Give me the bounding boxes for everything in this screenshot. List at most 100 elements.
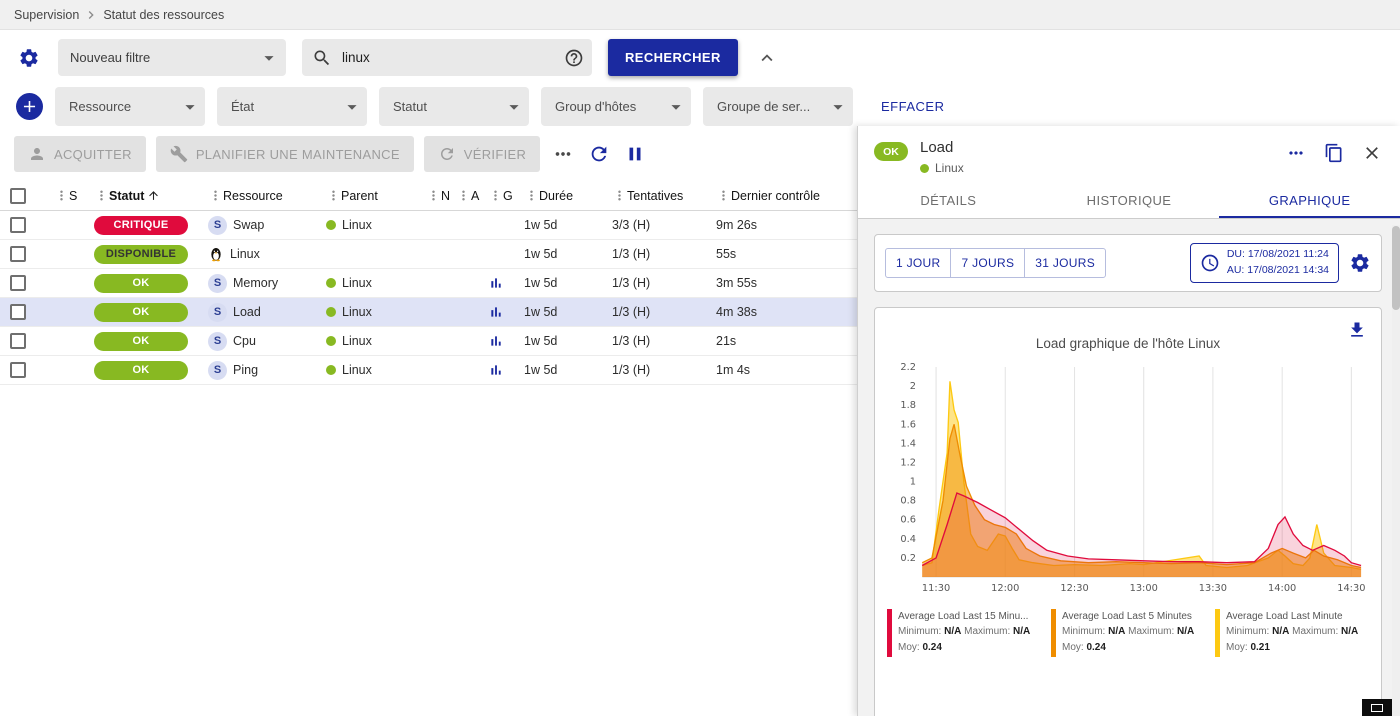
row-checkbox[interactable]	[10, 246, 26, 262]
column-header-n[interactable]: N	[426, 188, 456, 203]
search-button[interactable]: RECHERCHER	[608, 39, 738, 76]
resource-cell[interactable]: SCpu	[208, 332, 326, 351]
column-header-tentatives[interactable]: Tentatives	[612, 188, 716, 203]
parent-cell[interactable]: Linux	[326, 363, 426, 377]
parent-cell[interactable]: Linux	[326, 305, 426, 319]
row-checkbox[interactable]	[10, 304, 26, 320]
drag-handle-icon	[326, 188, 341, 203]
graph-settings-gear-icon[interactable]	[1349, 252, 1371, 274]
tab-d-tails[interactable]: DÉTAILS	[858, 183, 1039, 218]
filter-bar: Nouveau filtre RECHERCHER	[0, 30, 1400, 80]
svg-text:13:30: 13:30	[1199, 583, 1227, 594]
more-actions-button[interactable]	[550, 141, 576, 167]
close-icon[interactable]	[1362, 143, 1382, 163]
refresh-button[interactable]	[586, 141, 612, 167]
parent-status-dot	[326, 220, 336, 230]
tab-graphique[interactable]: GRAPHIQUE	[1219, 183, 1400, 218]
parent-cell[interactable]: Linux	[326, 276, 426, 290]
legend-item-average-load-last-5-minutes[interactable]: Average Load Last 5 MinutesMinimum: N/A …	[1051, 609, 1205, 657]
filter-criteria-ressource[interactable]: Ressource	[55, 87, 205, 126]
export-download-icon[interactable]	[1347, 320, 1367, 340]
column-header-dernier-contr-le[interactable]: Dernier contrôle	[716, 188, 857, 203]
svg-text:1: 1	[910, 476, 916, 487]
table-row[interactable]: OKSPingLinux1w 5d1/3 (H)1m 4s	[0, 356, 857, 385]
filter-criteria-tat[interactable]: État	[217, 87, 367, 126]
select-all-checkbox[interactable]	[10, 188, 26, 204]
legend-average: Moy: 0.21	[1226, 640, 1358, 656]
table-row[interactable]: OKSCpuLinux1w 5d1/3 (H)21s	[0, 327, 857, 356]
column-header-parent[interactable]: Parent	[326, 188, 426, 203]
table-row[interactable]: OKSMemoryLinux1w 5d1/3 (H)3m 55s	[0, 269, 857, 298]
legend-color-bar	[1051, 609, 1056, 657]
column-header-dur-e[interactable]: Durée	[524, 188, 612, 203]
svg-text:2.2: 2.2	[900, 362, 916, 373]
resource-cell[interactable]: SMemory	[208, 274, 326, 293]
parent-cell[interactable]: Linux	[326, 334, 426, 348]
graph-cell[interactable]	[488, 333, 524, 349]
column-header-s[interactable]: S	[54, 188, 94, 203]
service-chip: S	[208, 361, 227, 380]
add-criteria-button[interactable]	[16, 93, 43, 120]
load-chart[interactable]: 11:3012:0012:3013:0013:3014:0014:300.20.…	[885, 359, 1371, 603]
legend-item-average-load-last-minute[interactable]: Average Load Last MinuteMinimum: N/A Max…	[1215, 609, 1369, 657]
row-checkbox[interactable]	[10, 275, 26, 291]
saved-filter-select[interactable]: Nouveau filtre	[58, 39, 286, 76]
svg-text:0.4: 0.4	[900, 533, 916, 544]
panel-header: OK Load Linux	[858, 126, 1400, 183]
clear-filters-button[interactable]: EFFACER	[875, 98, 950, 115]
range-button-31-jours[interactable]: 31 JOURS	[1024, 248, 1106, 278]
svg-text:0.8: 0.8	[900, 495, 916, 506]
legend-item-average-load-last-15-minu[interactable]: Average Load Last 15 Minu...Minimum: N/A…	[887, 609, 1041, 657]
filter-criteria-groupe-de-ser[interactable]: Groupe de ser...	[703, 87, 853, 126]
copy-link-icon[interactable]	[1324, 143, 1344, 163]
parent-cell[interactable]: Linux	[326, 218, 426, 232]
plus-icon	[20, 97, 39, 116]
filter-criteria-group-d-h-tes[interactable]: Group d'hôtes	[541, 87, 691, 126]
resource-cell[interactable]: SPing	[208, 361, 326, 380]
graph-cell[interactable]	[488, 304, 524, 320]
search-icon	[312, 48, 332, 68]
drag-handle-icon	[456, 188, 471, 203]
panel-more-icon[interactable]	[1286, 143, 1306, 163]
downtime-button[interactable]: PLANIFIER UNE MAINTENANCE	[156, 136, 414, 172]
column-header-ressource[interactable]: Ressource	[208, 188, 326, 203]
column-header-g[interactable]: G	[488, 188, 524, 203]
resource-cell[interactable]: SLoad	[208, 303, 326, 322]
check-button[interactable]: VÉRIFIER	[424, 136, 540, 172]
svg-text:1.8: 1.8	[900, 400, 916, 411]
chart-legend: Average Load Last 15 Minu...Minimum: N/A…	[885, 609, 1371, 657]
tries-cell: 1/3 (H)	[612, 363, 716, 377]
tab-historique[interactable]: HISTORIQUE	[1039, 183, 1220, 218]
search-input[interactable]	[340, 49, 556, 66]
scrollbar-thumb[interactable]	[1392, 226, 1400, 310]
pause-autorefresh-button[interactable]	[622, 141, 648, 167]
range-button-1-jour[interactable]: 1 JOUR	[885, 248, 951, 278]
resource-cell[interactable]: Linux	[208, 246, 326, 262]
row-checkbox[interactable]	[10, 362, 26, 378]
column-header-statut[interactable]: Statut	[94, 188, 208, 203]
graph-cell[interactable]	[488, 275, 524, 291]
table-row[interactable]: CRITIQUESSwapLinux1w 5d3/3 (H)9m 26s	[0, 211, 857, 240]
resource-cell[interactable]: SSwap	[208, 216, 326, 235]
svg-text:14:30: 14:30	[1337, 583, 1365, 594]
tries-cell: 3/3 (H)	[612, 218, 716, 232]
maintenance-icon	[170, 145, 188, 163]
column-header-a[interactable]: A	[456, 188, 488, 203]
filter-settings-button[interactable]	[16, 45, 42, 71]
help-icon[interactable]	[564, 48, 584, 68]
graph-icon	[488, 333, 504, 349]
column-label: Statut	[109, 189, 144, 203]
period-picker[interactable]: DU: 17/08/2021 11:24 AU: 17/08/2021 14:3…	[1190, 243, 1339, 283]
row-checkbox[interactable]	[10, 333, 26, 349]
table-row[interactable]: DISPONIBLELinux1w 5d1/3 (H)55s	[0, 240, 857, 269]
collapse-filters-button[interactable]	[754, 45, 780, 71]
acknowledge-button[interactable]: ACQUITTER	[14, 136, 146, 172]
row-checkbox[interactable]	[10, 217, 26, 233]
drag-handle-icon	[426, 188, 441, 203]
breadcrumb-item-supervision[interactable]: Supervision	[14, 8, 79, 22]
filter-criteria-statut[interactable]: Statut	[379, 87, 529, 126]
graph-cell[interactable]	[488, 362, 524, 378]
table-row[interactable]: OKSLoadLinux1w 5d1/3 (H)4m 38s	[0, 298, 857, 327]
range-button-7-jours[interactable]: 7 JOURS	[950, 248, 1025, 278]
panel-scrollbar[interactable]	[1392, 225, 1400, 716]
